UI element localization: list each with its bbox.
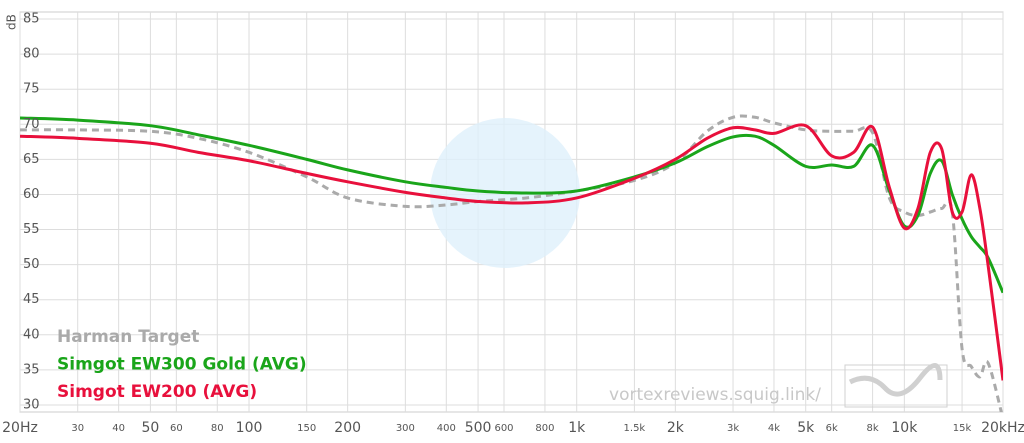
- y-tick-label: 35: [23, 362, 40, 377]
- x-tick-label: 60: [170, 423, 183, 434]
- watermark: vortexreviews.squig.link/: [609, 385, 821, 405]
- legend: Harman Target Simgot EW300 Gold (AVG) Simg…: [57, 327, 307, 402]
- x-tick-label: 30: [71, 423, 84, 434]
- y-tick-label: 70: [23, 117, 40, 132]
- x-tick-label: 300: [396, 423, 415, 434]
- legend-label: Simgot EW200 (AVG): [57, 382, 257, 402]
- x-tick-label: 1k: [568, 420, 586, 436]
- x-tick-label: 1.5k: [624, 423, 646, 434]
- x-tick-label: 600: [494, 423, 513, 434]
- y-tick-label: 85: [23, 12, 40, 27]
- x-tick-label: 100: [236, 420, 263, 436]
- x-tick-label: 40: [112, 423, 125, 434]
- x-tick-label: 150: [297, 423, 316, 434]
- x-tick-label: 20Hz: [2, 420, 38, 436]
- y-tick-label: 40: [23, 327, 40, 342]
- logo-mark: [848, 363, 943, 397]
- x-tick-label: 20kHz: [981, 420, 1024, 436]
- y-axis-label: dB: [5, 14, 19, 30]
- x-tick-label: 80: [211, 423, 224, 434]
- x-tick-label: 400: [437, 423, 456, 434]
- series-line: [20, 123, 1003, 381]
- x-tick-label: 2k: [667, 420, 685, 436]
- series-line: [20, 116, 1003, 294]
- x-tick-label: 800: [535, 423, 554, 434]
- x-tick-label: 8k: [867, 423, 879, 434]
- x-tick-label: 50: [141, 420, 159, 436]
- logo-box: [844, 364, 948, 408]
- y-tick-label: 80: [23, 47, 40, 62]
- legend-label: Simgot EW300 Gold (AVG): [57, 355, 307, 375]
- y-tick-label: 30: [23, 397, 40, 412]
- y-tick-label: 75: [23, 82, 40, 97]
- y-tick-label: 45: [23, 292, 40, 307]
- y-tick-label: 50: [23, 257, 40, 272]
- legend-label: Harman Target: [57, 327, 199, 347]
- x-tick-label: 200: [334, 420, 361, 436]
- x-tick-label: 6k: [826, 423, 838, 434]
- x-tick-label: 5k: [797, 420, 815, 436]
- y-tick-label: 65: [23, 152, 40, 167]
- x-tick-label: 500: [465, 420, 492, 436]
- x-tick-label: 3k: [727, 423, 739, 434]
- y-tick-label: 55: [23, 222, 40, 237]
- x-tick-label: 15k: [953, 423, 972, 434]
- x-tick-label: 4k: [768, 423, 780, 434]
- y-tick-label: 60: [23, 187, 40, 202]
- x-tick-label: 10k: [891, 420, 918, 436]
